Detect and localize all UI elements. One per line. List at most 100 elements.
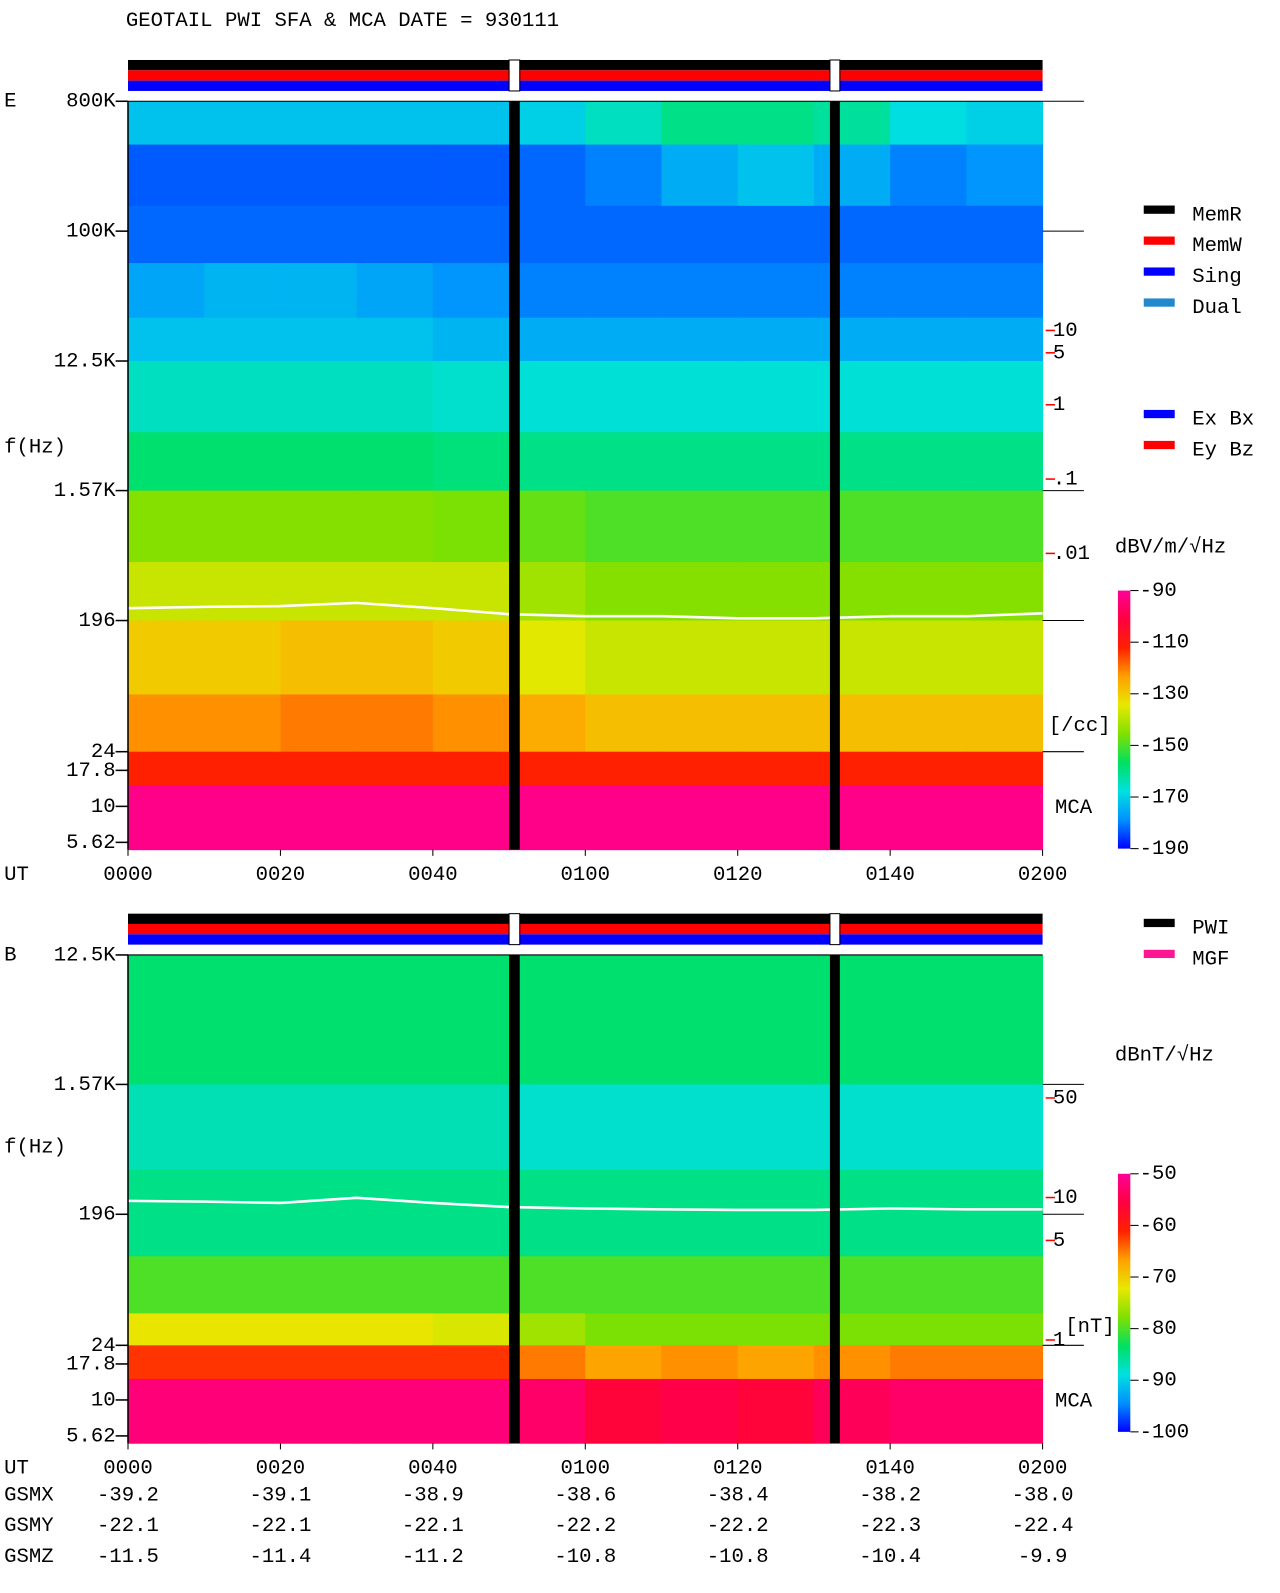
spectrogram-cell <box>661 620 739 695</box>
spectrogram-cell <box>585 1345 663 1380</box>
band-label: MCA <box>1055 1390 1093 1413</box>
spectrogram-cell <box>737 694 815 753</box>
spectrogram-cell <box>585 1256 663 1314</box>
status-bar <box>128 70 1043 81</box>
status-gap <box>829 59 841 92</box>
spectrogram-cell <box>737 1313 815 1346</box>
spectrogram-cell <box>661 263 739 319</box>
orbit-value: -22.4 <box>1012 1515 1074 1538</box>
spectrogram-cell <box>280 694 358 753</box>
spectrogram-cell <box>737 562 815 622</box>
spectrogram-cell <box>966 317 1044 362</box>
spectrogram-cell <box>204 1169 281 1257</box>
data-gap <box>509 954 520 1444</box>
spectrogram-cell <box>432 144 510 207</box>
x-tick-label: 0040 <box>408 1457 458 1480</box>
spectrogram-cell <box>356 1256 434 1314</box>
y-tick-label: 1.57K <box>54 480 117 503</box>
spectrogram-cell <box>432 101 510 146</box>
y-tick-label: 17.8 <box>66 760 116 783</box>
spectrogram-cell <box>813 751 891 786</box>
spectrogram-cell <box>661 562 739 622</box>
spectrogram-cell <box>966 620 1044 695</box>
spectrogram-cell <box>813 1169 891 1257</box>
spectrogram-cell <box>737 317 815 362</box>
spectrogram-cell <box>432 1084 510 1171</box>
spectrogram-cell <box>661 1256 739 1314</box>
spectrogram-cell <box>128 1378 205 1444</box>
spectrogram-cell <box>128 694 205 753</box>
spectrogram-cell <box>356 361 434 433</box>
y2-tick-label: 5 <box>1053 1230 1065 1253</box>
spectrogram-cell <box>737 1378 815 1444</box>
x-tick-label: 0100 <box>561 864 611 887</box>
spectrogram-cell <box>204 317 281 362</box>
spectrogram-cell <box>356 317 434 362</box>
spectrogram-cell <box>890 751 967 786</box>
spectrogram-cell <box>813 101 891 146</box>
colorbar-tick-label: -50 <box>1140 1163 1177 1186</box>
panel-label: B <box>4 944 16 967</box>
spectrogram-cell <box>128 101 205 146</box>
spectrogram-cell <box>509 562 586 622</box>
spectrogram-cell <box>356 101 434 146</box>
spectrogram-cell <box>737 751 815 786</box>
spectrogram-cell <box>509 1378 586 1444</box>
spectrogram-cell <box>813 1378 891 1444</box>
spectrogram-cell <box>204 1084 281 1171</box>
spectrogram-cell <box>737 490 815 563</box>
panel-label: E <box>4 91 16 114</box>
spectrogram-cell <box>585 1169 663 1257</box>
y-tick-label: 10 <box>91 796 116 819</box>
spectrogram-cell <box>661 785 739 851</box>
spectrogram-cell <box>280 432 358 492</box>
spectrogram-cell <box>966 490 1044 563</box>
spectrogram-cell <box>509 620 586 695</box>
spectrogram-cell <box>661 490 739 563</box>
spectrogram-cell <box>813 562 891 622</box>
spectrogram-cell <box>280 490 358 563</box>
legend-label: MGF <box>1192 949 1229 972</box>
y-axis-label: f(Hz) <box>4 1136 66 1159</box>
spectrogram-cell <box>509 317 586 362</box>
y-tick-label: 196 <box>78 610 115 633</box>
spectrogram-cell <box>890 432 967 492</box>
spectrogram-cell <box>661 751 739 786</box>
spectrogram-cell <box>813 1313 891 1346</box>
orbit-value: -22.2 <box>707 1515 769 1538</box>
legend-label: MemR <box>1192 204 1242 227</box>
data-gap <box>829 954 840 1444</box>
spectrogram-cell <box>509 694 586 753</box>
spectrogram-cell <box>585 144 663 207</box>
legend-swatch <box>1143 236 1175 245</box>
chart-title: GEOTAIL PWI SFA & MCA DATE = 930111 <box>126 10 559 33</box>
spectrogram-cell <box>432 361 510 433</box>
orbit-value: -22.1 <box>402 1515 464 1538</box>
orbit-value: -10.4 <box>859 1546 921 1569</box>
y2-tick-label: 50 <box>1053 1087 1078 1110</box>
spectrogram-cell <box>813 620 891 695</box>
spectrogram-cell <box>813 317 891 362</box>
orbit-value: -10.8 <box>707 1546 769 1569</box>
spectrogram-cell <box>966 1256 1044 1314</box>
y2-axis-label: [/cc] <box>1049 715 1111 738</box>
colorbar-tick-label: -90 <box>1140 1370 1177 1393</box>
spectrogram-cell <box>280 954 358 1085</box>
status-gap <box>829 913 841 946</box>
spectrogram-cell <box>890 205 967 264</box>
spectrogram-cell <box>661 205 739 264</box>
orbit-value: -22.2 <box>554 1515 616 1538</box>
spectrogram-cell <box>280 620 358 695</box>
spectrogram-cell <box>813 1084 891 1171</box>
spectrogram-cell <box>509 785 586 851</box>
spectrogram-cell <box>585 562 663 622</box>
spectrogram-cell <box>661 1084 739 1171</box>
spectrogram-cell <box>661 144 739 207</box>
spectrogram-cell <box>280 1345 358 1380</box>
spectrogram-cell <box>890 490 967 563</box>
spectrogram-cell <box>509 205 586 264</box>
spectrogram-cell <box>280 1256 358 1314</box>
spectrogram-cell <box>661 1169 739 1257</box>
spectrogram-cell <box>432 432 510 492</box>
orbit-value: -22.1 <box>249 1515 311 1538</box>
